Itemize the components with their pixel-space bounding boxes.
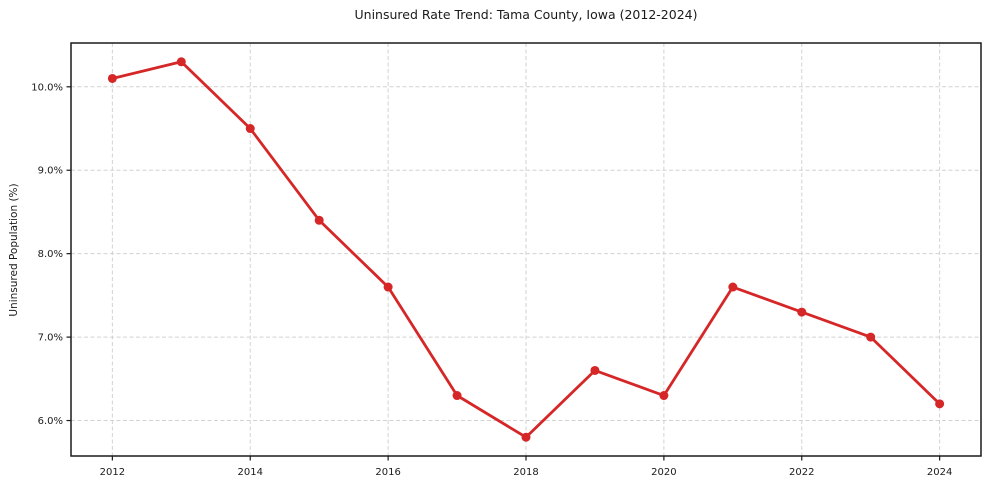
y-tick-label: 7.0% <box>38 333 63 344</box>
x-tick-label: 2024 <box>927 467 952 478</box>
x-tick-label: 2020 <box>651 467 676 478</box>
x-tick-label: 2022 <box>789 467 814 478</box>
data-point <box>728 282 738 292</box>
y-tick-label: 10.0% <box>31 82 63 93</box>
data-point <box>866 332 876 342</box>
y-tick-label: 9.0% <box>38 166 63 177</box>
data-point <box>107 73 117 83</box>
data-point <box>590 365 600 375</box>
data-point <box>521 432 531 442</box>
data-point <box>176 57 186 67</box>
x-tick-label: 2012 <box>100 467 125 478</box>
data-point <box>659 391 669 401</box>
x-tick-label: 2018 <box>513 467 538 478</box>
data-point <box>383 282 393 292</box>
y-tick-label: 6.0% <box>38 416 63 427</box>
y-tick-label: 8.0% <box>38 249 63 260</box>
data-point <box>245 124 255 134</box>
data-point <box>935 399 945 409</box>
chart-title: Uninsured Rate Trend: Tama County, Iowa … <box>354 7 698 22</box>
x-tick-label: 2014 <box>238 467 263 478</box>
data-point <box>452 391 462 401</box>
x-tick-label: 2016 <box>375 467 400 478</box>
data-point <box>314 215 324 225</box>
data-point <box>797 307 807 317</box>
